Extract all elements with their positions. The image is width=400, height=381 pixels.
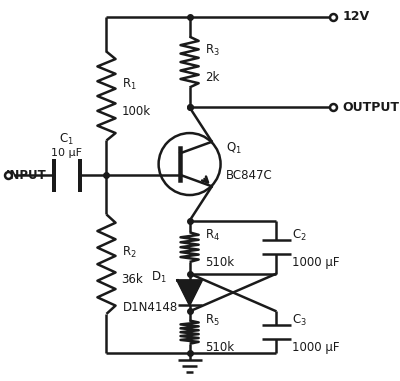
Text: OUTPUT: OUTPUT xyxy=(343,101,400,114)
Text: R$_1$: R$_1$ xyxy=(122,77,136,92)
Text: C$_3$: C$_3$ xyxy=(292,313,306,328)
Text: 2k: 2k xyxy=(205,70,219,84)
Text: 510k: 510k xyxy=(205,341,234,354)
Text: 510k: 510k xyxy=(205,256,234,269)
Text: C$_1$: C$_1$ xyxy=(60,132,74,147)
Text: INPUT: INPUT xyxy=(6,169,47,182)
Text: R$_4$: R$_4$ xyxy=(205,228,220,243)
Text: BC847C: BC847C xyxy=(226,169,273,182)
Text: R$_5$: R$_5$ xyxy=(205,313,220,328)
Polygon shape xyxy=(178,280,202,304)
Text: 36k: 36k xyxy=(122,273,143,286)
Text: D1N4148: D1N4148 xyxy=(123,301,178,314)
Text: Q$_1$: Q$_1$ xyxy=(226,141,242,157)
Text: 10 µF: 10 µF xyxy=(51,148,82,158)
Text: 12V: 12V xyxy=(343,10,370,23)
Text: 100k: 100k xyxy=(122,105,151,118)
Text: C$_2$: C$_2$ xyxy=(292,228,306,243)
Text: 1000 µF: 1000 µF xyxy=(292,341,339,354)
Text: R$_3$: R$_3$ xyxy=(205,43,220,58)
Text: 1000 µF: 1000 µF xyxy=(292,256,339,269)
Text: R$_2$: R$_2$ xyxy=(122,245,136,260)
Text: D$_1$: D$_1$ xyxy=(151,270,167,285)
